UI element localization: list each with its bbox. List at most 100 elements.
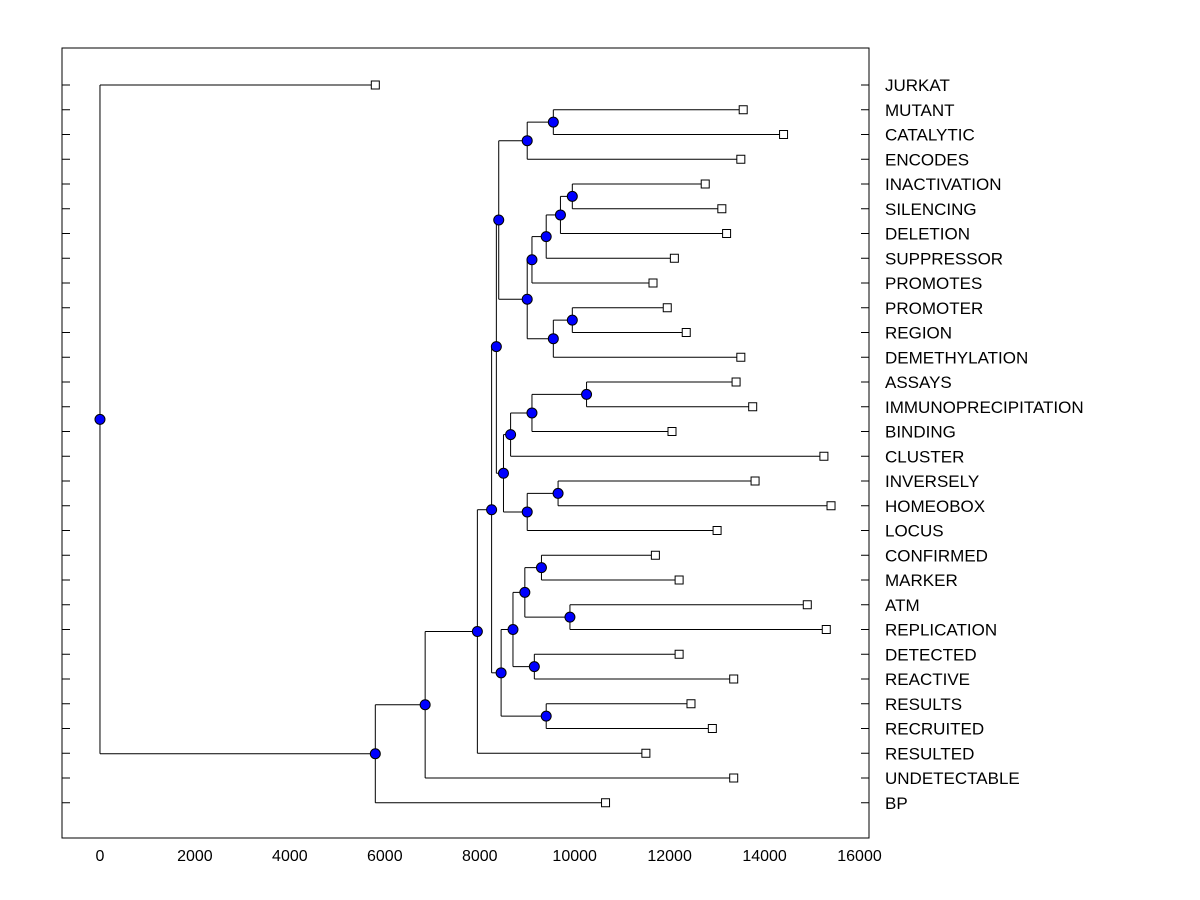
leaf-label: CATALYTIC [885, 126, 975, 145]
x-tick-label: 12000 [647, 848, 692, 865]
leaf-label: DEMETHYLATION [885, 348, 1028, 367]
merge-node [419, 699, 431, 711]
merge-node [505, 429, 517, 441]
merge-node [521, 506, 533, 518]
leaf-label: INVERSELY [885, 472, 979, 491]
dendrogram-links [99, 84, 832, 804]
axis-ticks: 0 2000 4000 6000 8000 10000 12000 14000 16000 [62, 84, 882, 865]
leaf-label: ENCODES [885, 150, 969, 169]
merge-node [528, 661, 540, 673]
merge-node [507, 624, 519, 635]
x-tick-label: 6000 [367, 848, 403, 865]
leaf-label: SILENCING [885, 200, 977, 219]
leaf-label: DETECTED [885, 645, 977, 664]
leaf-marker [821, 625, 831, 634]
merge-node [490, 341, 502, 353]
merge-node [566, 190, 578, 202]
leaf-label: REGION [885, 324, 952, 343]
leaf-label: PROMOTER [885, 299, 983, 318]
leaf-marker [648, 278, 658, 288]
leaf-label: DELETION [885, 225, 970, 244]
leaf-label: MARKER [885, 571, 958, 590]
leaf-marker [729, 773, 739, 783]
leaf-marker [370, 80, 380, 90]
leaf-marker [650, 550, 660, 560]
merge-node [521, 293, 533, 305]
leaf-label: BINDING [885, 423, 956, 442]
leaf-marker [731, 377, 741, 387]
leaf-marker [750, 476, 760, 486]
leaf-marker [686, 699, 696, 709]
merge-nodes [94, 116, 593, 760]
leaf-label: LOCUS [885, 522, 944, 541]
merge-node [535, 562, 547, 574]
leaf-marker [736, 352, 746, 362]
leaf-label: CLUSTER [885, 447, 964, 466]
leaf-label: MUTANT [885, 101, 955, 120]
leaf-marker [736, 154, 746, 164]
merge-node [526, 407, 538, 419]
leaf-label: ATM [885, 596, 920, 615]
leaf-marker [748, 402, 758, 412]
leaf-label: PROMOTES [885, 274, 982, 293]
merge-node [554, 209, 566, 221]
leaf-label: RESULTS [885, 695, 962, 714]
merge-node [519, 586, 531, 598]
leaf-label: SUPPRESSOR [885, 249, 1003, 268]
leaf-label: INACTIVATION [885, 175, 1002, 194]
leaf-markers [370, 80, 836, 808]
leaf-marker [641, 748, 651, 758]
leaf-label: UNDETECTABLE [885, 769, 1020, 788]
merge-node [94, 413, 106, 425]
plot-frame [61, 47, 870, 839]
leaf-marker [717, 204, 727, 214]
leaf-marker [601, 798, 611, 808]
leaf-label: CONFIRMED [885, 546, 988, 565]
merge-node [547, 116, 559, 128]
x-tick-label: 8000 [462, 848, 498, 865]
leaf-label: BP [885, 794, 908, 813]
leaf-marker [819, 451, 829, 461]
leaf-label: RECRUITED [885, 720, 984, 739]
leaf-label: IMMUNOPRECIPITATION [885, 398, 1084, 417]
leaf-marker [779, 130, 789, 139]
merge-node [540, 710, 552, 722]
leaf-label: REPLICATION [885, 621, 997, 640]
leaf-marker [669, 253, 679, 263]
x-tick-label: 2000 [177, 848, 213, 865]
leaf-marker [700, 179, 710, 189]
merge-node [566, 314, 578, 326]
leaf-marker [667, 427, 677, 436]
leaf-marker [674, 649, 684, 659]
merge-node [369, 748, 381, 760]
x-tick-label: 14000 [742, 848, 787, 865]
merge-node [526, 254, 538, 266]
merge-node [495, 667, 507, 679]
leaf-marker [707, 724, 717, 733]
x-tick-label: 10000 [552, 848, 597, 865]
leaf-marker [681, 328, 691, 337]
x-tick-label: 16000 [837, 848, 882, 865]
merge-node [581, 388, 593, 400]
leaf-marker [802, 600, 812, 610]
leaf-label: REACTIVE [885, 670, 970, 689]
leaf-labels: JURKAT MUTANT CATALYTIC ENCODES INACTIVATION… [885, 76, 1084, 813]
leaf-marker [729, 674, 739, 684]
x-tick-label: 0 [96, 848, 105, 865]
leaf-marker [712, 526, 722, 535]
merge-node [552, 487, 564, 499]
leaf-marker [674, 575, 684, 585]
leaf-label: HOMEOBOX [885, 497, 985, 516]
leaf-label: RESULTED [885, 744, 974, 763]
leaf-marker [662, 303, 672, 313]
leaf-marker [722, 229, 732, 238]
merge-node [547, 333, 559, 345]
leaf-label: ASSAYS [885, 373, 952, 392]
merge-node [497, 467, 509, 479]
x-tick-label: 4000 [272, 848, 308, 865]
leaf-marker [826, 501, 836, 511]
merge-node [486, 504, 498, 516]
merge-node [471, 625, 483, 637]
merge-node [493, 214, 505, 226]
